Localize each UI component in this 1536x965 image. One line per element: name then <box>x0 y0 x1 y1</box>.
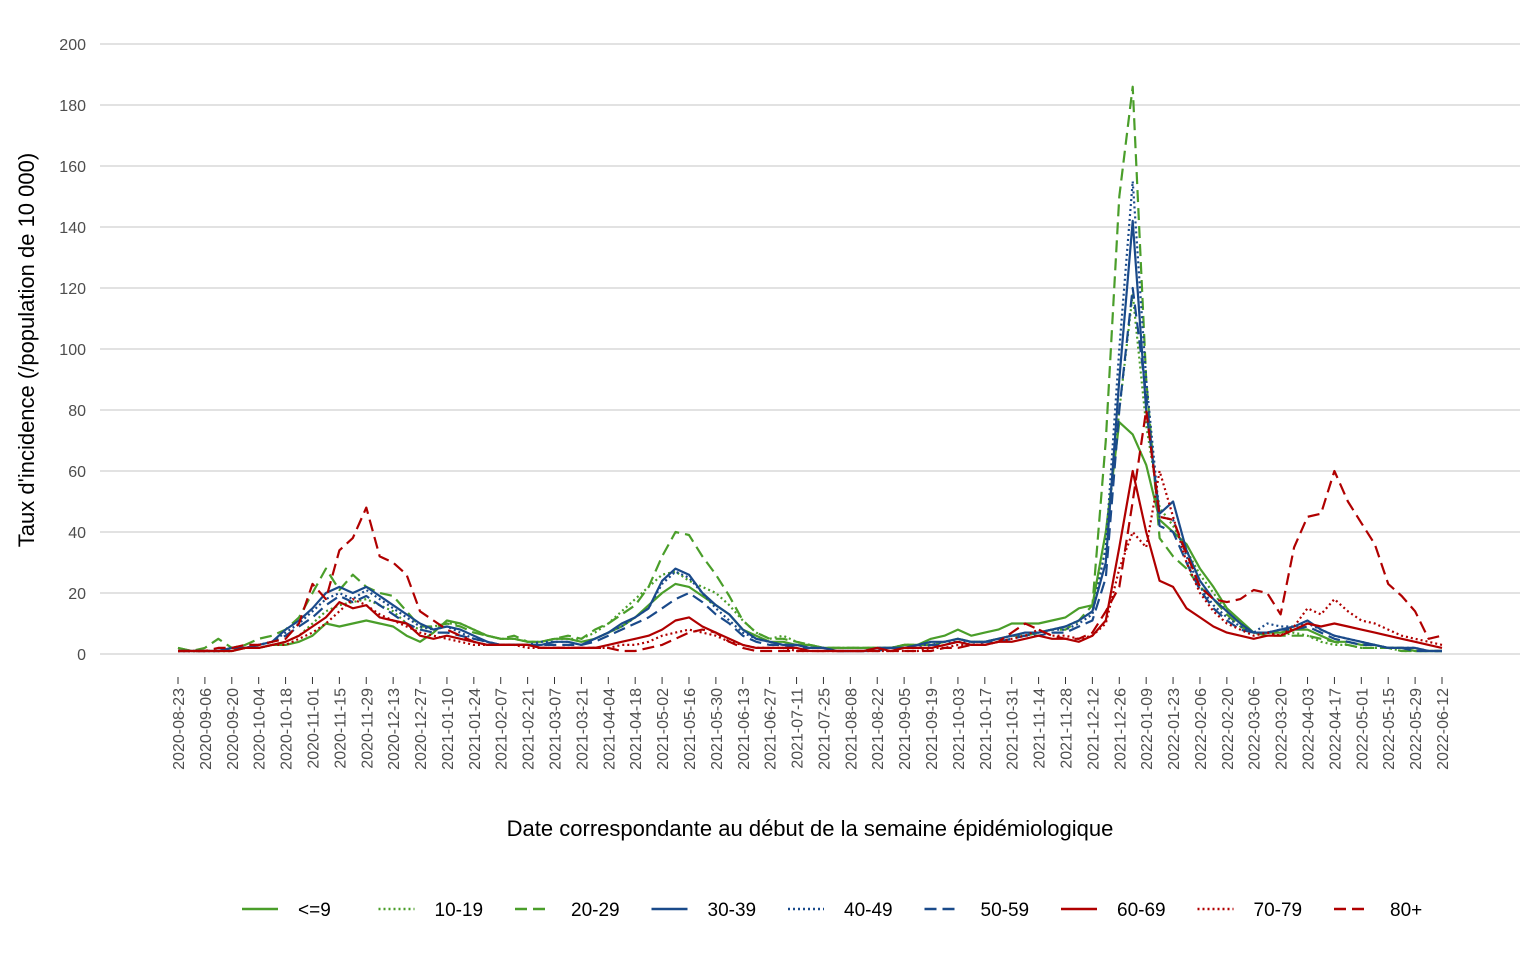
x-tick-label: 2021-03-07 <box>548 688 565 770</box>
x-tick-label: 2021-03-21 <box>574 688 591 770</box>
x-tick-label: 2020-10-04 <box>252 688 269 770</box>
x-tick-label: 2021-09-05 <box>897 688 914 770</box>
x-tick-label: 2021-02-21 <box>521 688 538 770</box>
x-tick-label: 2021-06-13 <box>736 688 753 770</box>
legend-label: 60-69 <box>1117 900 1166 921</box>
x-tick-label: 2021-07-25 <box>816 688 833 770</box>
x-tick-label: 2021-08-08 <box>843 688 860 770</box>
x-tick-label: 2020-11-01 <box>305 688 322 769</box>
y-tick-label: 120 <box>59 281 86 298</box>
x-tick-label: 2021-06-27 <box>763 688 780 770</box>
x-tick-label: 2022-03-20 <box>1274 688 1291 770</box>
x-tick-label: 2022-01-23 <box>1166 688 1183 770</box>
y-tick-label: 100 <box>59 342 86 359</box>
x-tick-label: 2022-02-06 <box>1193 688 1210 770</box>
series-line <box>178 219 1442 653</box>
x-tick-label: 2021-08-22 <box>870 688 887 770</box>
y-axis-label: Taux d'incidence (/population de 10 000) <box>14 153 39 547</box>
x-tick-label: 2020-09-20 <box>225 688 242 770</box>
x-tick-label: 2021-05-16 <box>682 688 699 770</box>
y-tick-label: 200 <box>59 37 86 54</box>
x-tick-label: 2020-10-18 <box>279 688 296 770</box>
x-tick-label: 2021-02-07 <box>494 688 511 770</box>
x-tick-label: 2021-10-03 <box>951 688 968 770</box>
y-tick-label: 0 <box>77 647 86 664</box>
x-tick-label: 2020-08-23 <box>171 688 188 770</box>
series-line <box>178 469 1443 653</box>
legend-label: 70-79 <box>1254 900 1303 921</box>
x-tick-label: 2022-04-17 <box>1327 688 1344 770</box>
x-tick-label: 2021-12-26 <box>1112 688 1129 770</box>
x-tick-label: 2022-06-12 <box>1435 688 1452 770</box>
legend-label: 10-19 <box>435 900 484 921</box>
y-tick-label: 80 <box>68 403 86 420</box>
x-tick-label: 2020-12-13 <box>386 688 403 770</box>
series-line <box>177 85 1442 653</box>
x-tick-label: 2022-02-20 <box>1220 688 1237 770</box>
series-line <box>178 180 1442 653</box>
legend-label: 30-39 <box>708 900 757 921</box>
x-tick-label: 2021-05-30 <box>709 688 726 770</box>
legend-label: 80+ <box>1390 900 1422 921</box>
x-tick-label: 2021-07-11 <box>790 688 807 769</box>
x-axis-label: Date correspondante au début de la semai… <box>507 816 1114 841</box>
x-tick-label: 2020-11-15 <box>332 688 349 769</box>
x-tick-label: 2021-01-24 <box>467 688 484 770</box>
y-tick-label: 160 <box>59 159 86 176</box>
series-line <box>178 286 1442 653</box>
x-tick-label: 2021-04-18 <box>628 688 645 770</box>
y-tick-label: 60 <box>68 464 86 481</box>
legend-label: 40-49 <box>844 900 893 921</box>
y-tick-label: 180 <box>59 98 86 115</box>
legend-label: 20-29 <box>571 900 620 921</box>
y-tick-label: 40 <box>68 525 86 542</box>
x-tick-label: 2021-09-19 <box>924 688 941 770</box>
x-tick-label: 2020-09-06 <box>198 688 215 770</box>
x-tick-label: 2021-12-12 <box>1085 688 1102 770</box>
series-line <box>178 408 1443 653</box>
series-line <box>177 421 1442 653</box>
y-tick-label: 20 <box>68 586 86 603</box>
legend-label: <=9 <box>298 900 331 921</box>
legend-label: 50-59 <box>981 900 1030 921</box>
series-line <box>178 469 1443 653</box>
x-tick-label: 2020-12-27 <box>413 688 430 770</box>
x-tick-label: 2022-01-09 <box>1139 688 1156 770</box>
x-tick-label: 2022-03-06 <box>1247 688 1264 770</box>
x-tick-label: 2022-05-01 <box>1354 688 1371 770</box>
series-line <box>178 293 1442 653</box>
x-tick-label: 2020-11-29 <box>359 688 376 769</box>
x-tick-label: 2021-01-10 <box>440 688 457 770</box>
y-tick-label: 140 <box>59 220 86 237</box>
x-tick-label: 2021-04-04 <box>601 688 618 770</box>
x-tick-label: 2022-05-29 <box>1408 688 1425 770</box>
x-tick-label: 2022-05-15 <box>1381 688 1398 770</box>
x-tick-label: 2021-10-17 <box>978 688 995 770</box>
x-tick-label: 2021-11-14 <box>1032 688 1049 769</box>
x-tick-label: 2021-10-31 <box>1005 688 1022 770</box>
x-tick-label: 2021-11-28 <box>1058 688 1075 769</box>
x-tick-label: 2022-04-03 <box>1301 688 1318 770</box>
x-tick-label: 2021-05-02 <box>655 688 672 770</box>
